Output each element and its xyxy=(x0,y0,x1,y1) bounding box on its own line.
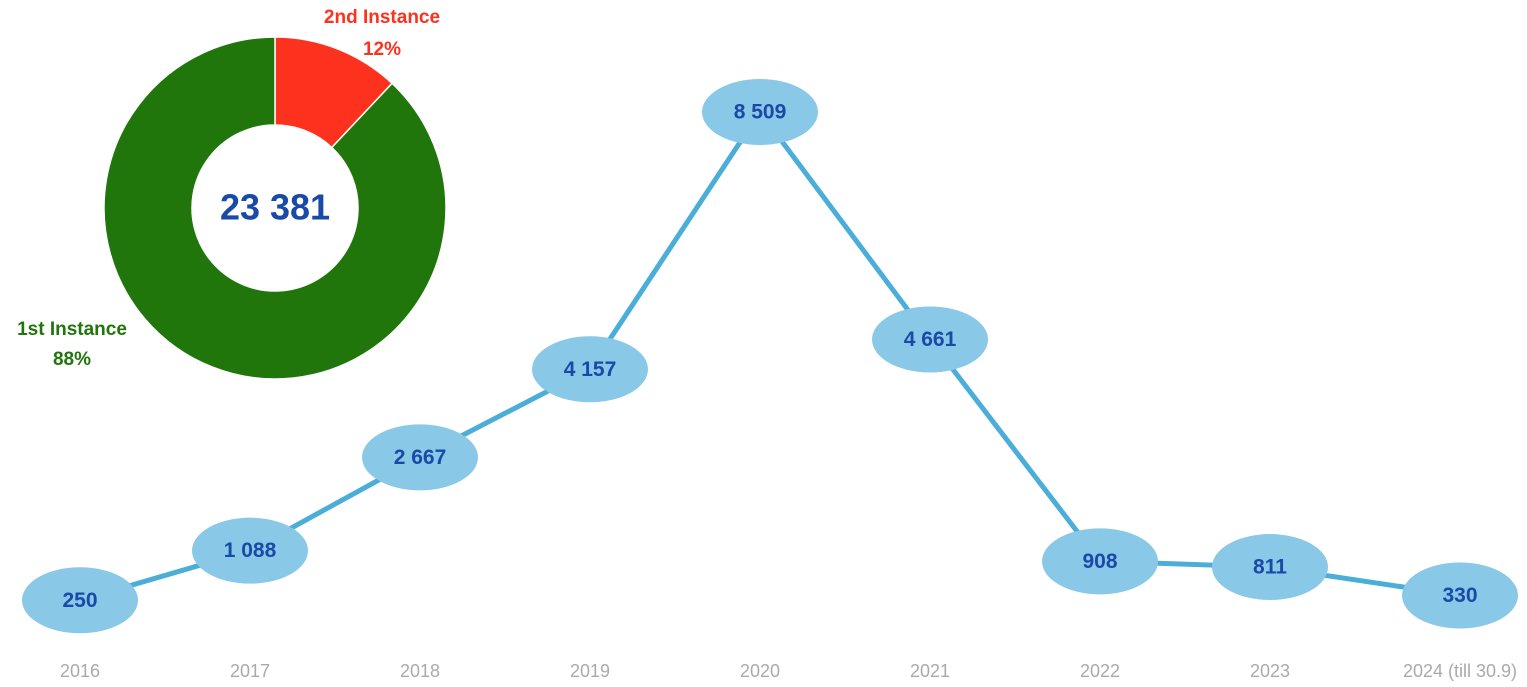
data-label: 8 509 xyxy=(734,101,787,124)
slice-name: 1st Instance xyxy=(17,319,127,340)
donut-chart: 2nd Instance 12% 1st Instance 88% 23 381 xyxy=(17,7,447,380)
marker xyxy=(22,567,138,634)
marker xyxy=(1212,534,1328,601)
data-label: 811 xyxy=(1253,556,1287,579)
data-label: 330 xyxy=(1442,584,1477,607)
donut-slice xyxy=(103,36,447,380)
data-label: 2 667 xyxy=(394,446,447,469)
x-tick-label: 2021 xyxy=(910,661,950,681)
marker xyxy=(362,424,478,491)
marker xyxy=(1042,528,1158,595)
x-tick-label: 2018 xyxy=(400,661,440,681)
slice-value: 88% xyxy=(53,349,91,370)
data-label: 1 088 xyxy=(224,539,277,562)
x-tick-label: 2024 (till 30.9) xyxy=(1403,661,1517,681)
data-label: 4 157 xyxy=(564,358,617,381)
data-label: 250 xyxy=(62,589,97,612)
x-tick-label: 2019 xyxy=(570,661,610,681)
slice-name: 2nd Instance xyxy=(324,7,440,28)
marker xyxy=(192,517,308,584)
x-tick-label: 2016 xyxy=(60,661,100,681)
x-tick-label: 2023 xyxy=(1250,661,1290,681)
marker xyxy=(872,306,988,373)
marker xyxy=(702,79,818,146)
marker xyxy=(1402,562,1518,629)
slice-value: 12% xyxy=(363,39,401,60)
data-label: 4 661 xyxy=(904,328,957,351)
line-chart: 250 2016 1 088 2017 2 667 2018 4 157 2019 8 509 2… xyxy=(22,79,1518,681)
x-tick-label: 2017 xyxy=(230,661,270,681)
x-tick-label: 2020 xyxy=(740,661,780,681)
data-label: 908 xyxy=(1082,550,1117,573)
center-total: 23 381 xyxy=(220,187,330,228)
marker xyxy=(532,336,648,403)
x-tick-label: 2022 xyxy=(1080,661,1120,681)
